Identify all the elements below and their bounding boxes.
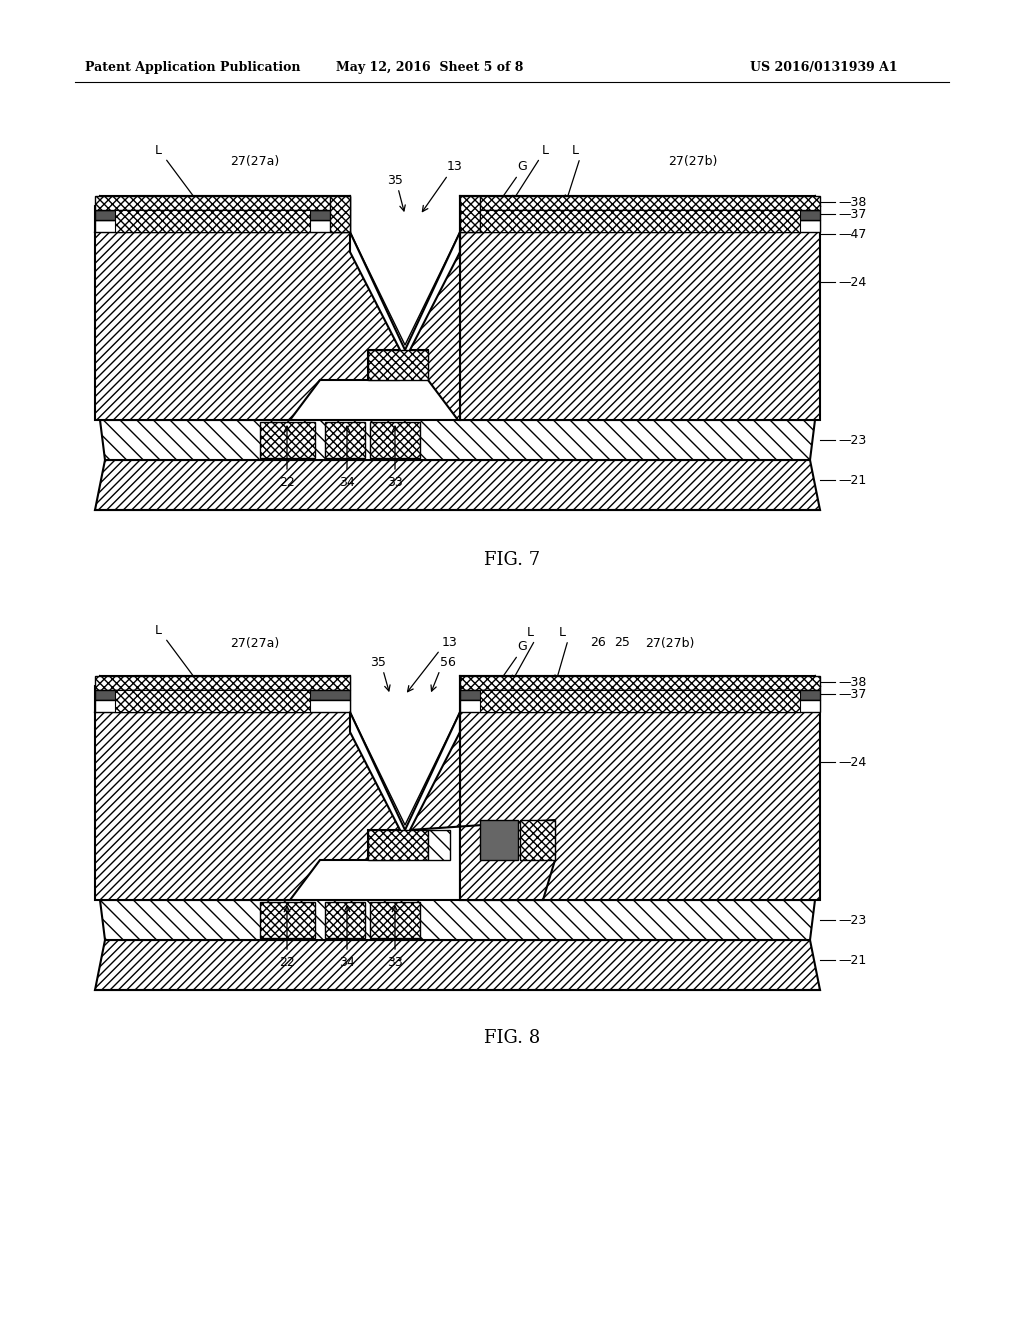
Polygon shape (520, 820, 555, 861)
Polygon shape (460, 195, 820, 420)
Polygon shape (95, 220, 350, 232)
Text: —21: —21 (838, 953, 866, 966)
Polygon shape (100, 420, 815, 459)
Text: May 12, 2016  Sheet 5 of 8: May 12, 2016 Sheet 5 of 8 (336, 62, 523, 74)
Text: G: G (517, 640, 527, 653)
Polygon shape (95, 195, 350, 232)
Text: FIG. 7: FIG. 7 (484, 550, 540, 569)
Polygon shape (95, 210, 350, 220)
Text: —23: —23 (838, 913, 866, 927)
Polygon shape (480, 820, 518, 861)
Polygon shape (428, 830, 450, 861)
Text: Patent Application Publication: Patent Application Publication (85, 62, 300, 74)
Polygon shape (325, 902, 365, 939)
Text: L: L (526, 626, 534, 639)
Text: 22: 22 (280, 475, 295, 488)
Text: 34: 34 (339, 956, 355, 969)
Text: 34: 34 (339, 475, 355, 488)
Text: —21: —21 (838, 474, 866, 487)
Text: 33: 33 (387, 956, 402, 969)
Polygon shape (260, 902, 315, 939)
Text: L: L (155, 623, 162, 636)
Text: —47: —47 (838, 227, 866, 240)
Text: —37: —37 (838, 207, 866, 220)
Text: G: G (517, 161, 527, 173)
Text: 27(27a): 27(27a) (230, 156, 280, 169)
Text: FIG. 8: FIG. 8 (484, 1030, 540, 1047)
Text: US 2016/0131939 A1: US 2016/0131939 A1 (750, 62, 898, 74)
Polygon shape (368, 350, 428, 380)
Polygon shape (460, 195, 480, 232)
Text: 33: 33 (387, 475, 402, 488)
Polygon shape (330, 195, 350, 232)
Text: —38: —38 (838, 195, 866, 209)
Polygon shape (480, 690, 800, 711)
Text: 27(27b): 27(27b) (645, 636, 694, 649)
Polygon shape (95, 195, 350, 210)
Polygon shape (460, 676, 820, 690)
Text: 35: 35 (387, 173, 402, 186)
Polygon shape (460, 690, 820, 700)
Text: —38: —38 (838, 676, 866, 689)
Text: 35: 35 (370, 656, 386, 668)
Polygon shape (115, 690, 310, 711)
Polygon shape (115, 210, 310, 232)
Text: 13: 13 (442, 635, 458, 648)
Polygon shape (95, 690, 350, 700)
Text: 13: 13 (447, 161, 463, 173)
Polygon shape (325, 422, 365, 458)
Text: 27(27b): 27(27b) (669, 156, 718, 169)
Polygon shape (260, 422, 315, 458)
Polygon shape (95, 700, 350, 711)
Polygon shape (460, 676, 820, 900)
Polygon shape (95, 711, 400, 900)
Polygon shape (95, 676, 350, 711)
Polygon shape (460, 210, 820, 220)
Text: —37: —37 (838, 688, 866, 701)
Polygon shape (368, 830, 428, 861)
Polygon shape (370, 422, 420, 458)
Text: L: L (155, 144, 162, 157)
Text: 27(27a): 27(27a) (230, 638, 280, 651)
Text: L: L (571, 144, 579, 157)
Polygon shape (95, 676, 350, 690)
Polygon shape (480, 210, 800, 232)
Text: —23: —23 (838, 433, 866, 446)
Text: 56: 56 (440, 656, 456, 668)
Polygon shape (95, 232, 400, 420)
Polygon shape (95, 459, 820, 510)
Polygon shape (100, 900, 815, 940)
Text: 26: 26 (590, 636, 606, 649)
Text: 25: 25 (614, 636, 630, 649)
Text: —24: —24 (838, 755, 866, 768)
Polygon shape (410, 232, 460, 420)
Polygon shape (460, 195, 820, 210)
Text: L: L (542, 144, 549, 157)
Polygon shape (370, 902, 420, 939)
Text: L: L (558, 626, 565, 639)
Polygon shape (460, 220, 820, 232)
Text: 22: 22 (280, 956, 295, 969)
Polygon shape (95, 940, 820, 990)
Polygon shape (460, 700, 820, 711)
Text: —24: —24 (838, 276, 866, 289)
Polygon shape (410, 711, 555, 900)
